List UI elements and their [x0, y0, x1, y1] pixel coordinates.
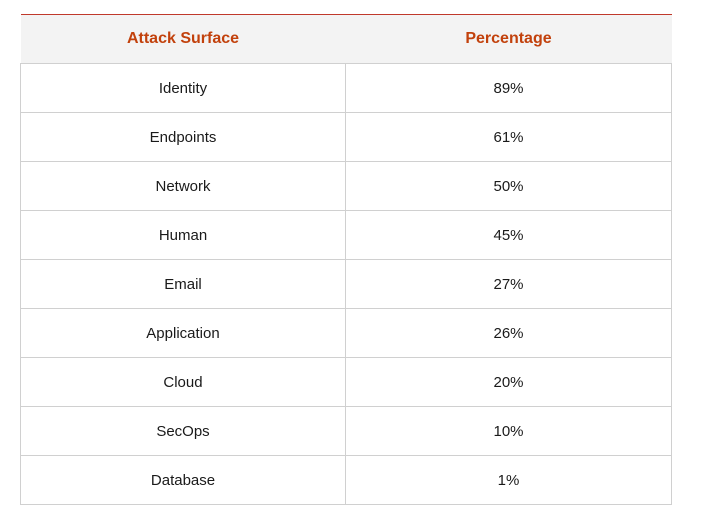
- table-row: Email 27%: [20, 259, 672, 309]
- attack-surface-cell: Endpoints: [20, 112, 346, 162]
- column-header-percentage: Percentage: [345, 14, 672, 64]
- percentage-cell: 10%: [345, 406, 672, 456]
- attack-surface-cell: Application: [20, 308, 346, 358]
- table-row: Identity 89%: [20, 63, 672, 113]
- attack-surface-cell: SecOps: [20, 406, 346, 456]
- table-row: Cloud 20%: [20, 357, 672, 407]
- attack-surface-table: Attack Surface Percentage Identity 89% End…: [20, 14, 672, 505]
- table-row: Application 26%: [20, 308, 672, 358]
- attack-surface-cell: Cloud: [20, 357, 346, 407]
- percentage-cell: 45%: [345, 210, 672, 260]
- column-header-attack-surface: Attack Surface: [20, 14, 346, 64]
- table-body: Identity 89% Endpoints 61% Network 50% Human 45…: [20, 63, 672, 505]
- table-row: Endpoints 61%: [20, 112, 672, 162]
- attack-surface-cell: Email: [20, 259, 346, 309]
- table-header: Attack Surface Percentage: [20, 14, 672, 64]
- attack-surface-cell: Database: [20, 455, 346, 505]
- percentage-cell: 20%: [345, 357, 672, 407]
- percentage-cell: 89%: [345, 63, 672, 113]
- attack-surface-table-container: Attack Surface Percentage Identity 89% End…: [20, 14, 672, 505]
- header-row: Attack Surface Percentage: [20, 14, 672, 64]
- table-row: Network 50%: [20, 161, 672, 211]
- table-row: Human 45%: [20, 210, 672, 260]
- table-row: SecOps 10%: [20, 406, 672, 456]
- attack-surface-cell: Human: [20, 210, 346, 260]
- attack-surface-cell: Network: [20, 161, 346, 211]
- percentage-cell: 27%: [345, 259, 672, 309]
- table-row: Database 1%: [20, 455, 672, 505]
- percentage-cell: 26%: [345, 308, 672, 358]
- percentage-cell: 1%: [345, 455, 672, 505]
- percentage-cell: 61%: [345, 112, 672, 162]
- attack-surface-cell: Identity: [20, 63, 346, 113]
- percentage-cell: 50%: [345, 161, 672, 211]
